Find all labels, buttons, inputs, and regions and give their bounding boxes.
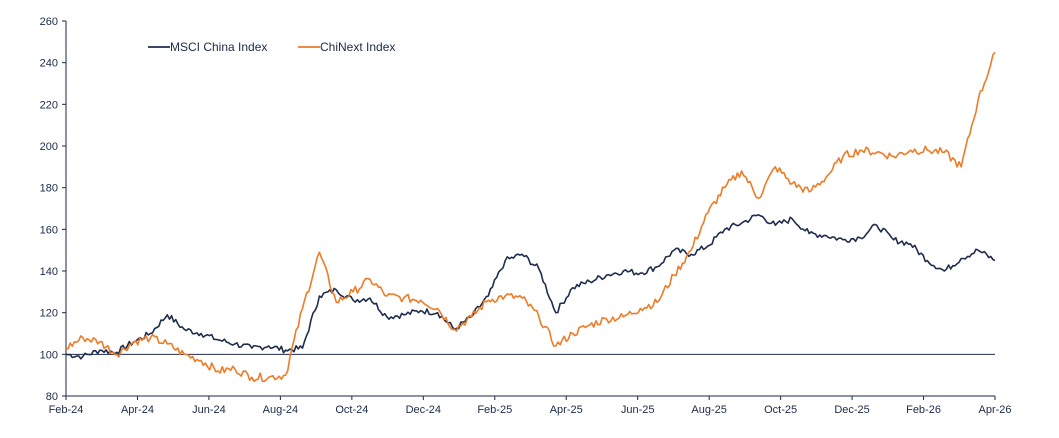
legend: MSCI China Index ChiNext Index [148, 40, 395, 54]
x-tick-label: Dec-24 [406, 404, 441, 416]
x-tick-label: Aug-25 [691, 404, 726, 416]
y-tick-label: 260 [40, 16, 58, 28]
x-tick-label: Dec-25 [834, 404, 869, 416]
x-tick-label: Feb-26 [906, 404, 941, 416]
y-tick-label: 180 [40, 183, 58, 195]
legend-label: ChiNext Index [320, 40, 395, 54]
x-tick-label: Oct-24 [335, 404, 368, 416]
y-tick-label: 220 [40, 99, 58, 111]
series-group [65, 51, 996, 383]
x-tick-label: Apr-24 [121, 404, 154, 416]
y-tick-label: 160 [40, 224, 58, 236]
x-tick-label: Oct-25 [764, 404, 797, 416]
y-tick-label: 80 [46, 391, 58, 403]
y-tick-label: 140 [40, 266, 58, 278]
x-tick-label: Jun-25 [621, 404, 655, 416]
y-tick-label: 240 [40, 58, 58, 70]
x-tick-label: Feb-25 [477, 404, 512, 416]
x-tick-label: Aug-24 [263, 404, 298, 416]
x-tick-label: Feb-24 [49, 404, 84, 416]
x-tick-label: Jun-24 [192, 404, 226, 416]
x-axis: Feb-24 Apr-24 Jun-24 Aug-24 Oct-24 Dec-24 Feb-… [49, 395, 1012, 416]
y-tick-label: 200 [40, 141, 58, 153]
y-tick-label: 100 [40, 349, 58, 361]
x-tick-label: Apr-25 [550, 404, 583, 416]
y-axis: 80 100 120 140 160 180 200 220 240 260 [40, 16, 67, 403]
series-line-chinext [65, 51, 996, 383]
y-tick-label: 120 [40, 308, 58, 320]
x-tick-label: Apr-26 [978, 404, 1011, 416]
legend-label: MSCI China Index [170, 40, 267, 54]
series-line-msci-china [65, 214, 996, 360]
